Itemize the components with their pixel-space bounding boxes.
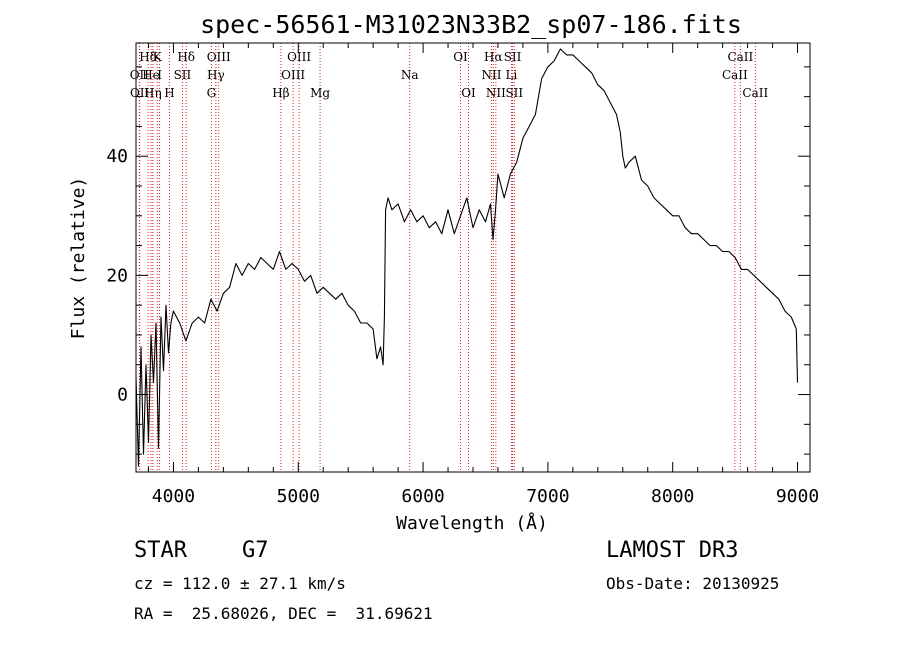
redshift-velocity: cz = 112.0 ± 27.1 km/s <box>134 574 346 593</box>
line-label: Na <box>401 68 419 82</box>
line-label: CaII <box>742 86 768 100</box>
line-label: K <box>153 50 163 64</box>
line-label: Hβ <box>272 86 289 100</box>
line-label: NII <box>486 86 506 100</box>
chart-title: spec-56561-M31023N33B2_sp07-186.fits <box>200 10 742 39</box>
x-axis-label: Wavelength (Å) <box>396 512 548 534</box>
x-tick-label: 9000 <box>776 486 819 507</box>
emission-line-markers <box>138 43 756 472</box>
line-label: OII <box>130 68 150 82</box>
x-tick-label: 4000 <box>152 486 195 507</box>
line-label: OII <box>130 86 150 100</box>
line-label: OIII <box>281 68 305 82</box>
line-label: He <box>142 68 160 82</box>
line-label: NII <box>481 68 501 82</box>
line-label: Hη <box>144 86 162 100</box>
line-label: OI <box>453 50 468 64</box>
line-label: OI <box>461 86 476 100</box>
y-axis-label: Flux (relative) <box>68 177 89 340</box>
line-label: Li <box>506 68 518 82</box>
y-tick-label: 20 <box>106 265 128 286</box>
line-label: CaII <box>727 50 753 64</box>
observation-date: Obs-Date: 20130925 <box>606 574 780 593</box>
axis-ticks: 4000 5000 6000 7000 8000 9000 0 20 40 <box>106 43 819 507</box>
line-label: SII <box>504 50 522 64</box>
line-label: G <box>207 86 217 100</box>
sky-coordinates: RA = 25.68026, DEC = 31.69621 <box>134 604 433 623</box>
line-label: CaII <box>722 68 748 82</box>
line-label: Hδ <box>139 50 157 64</box>
line-label: OIII <box>287 50 311 64</box>
x-tick-label: 5000 <box>277 486 320 507</box>
y-tick-label: 40 <box>106 146 128 167</box>
line-label: OIII <box>207 50 231 64</box>
x-tick-label: 8000 <box>651 486 694 507</box>
line-label: Hα <box>484 50 503 64</box>
x-tick-label: 6000 <box>401 486 444 507</box>
spectrum-line <box>135 48 799 467</box>
plot-frame <box>135 42 811 473</box>
line-label: I <box>157 68 162 82</box>
y-tick-label: 0 <box>117 385 128 406</box>
line-label: Hγ <box>207 68 225 82</box>
survey-name: LAMOST DR3 <box>606 538 739 563</box>
x-tick-label: 7000 <box>526 486 569 507</box>
spectral-subclass: G7 <box>242 538 269 563</box>
object-class: STAR <box>134 538 187 563</box>
line-label: SII <box>505 86 523 100</box>
line-label: Hδ <box>177 50 195 64</box>
line-label: Mg <box>310 86 330 100</box>
line-label: SII <box>174 68 192 82</box>
line-label: H <box>164 86 174 100</box>
